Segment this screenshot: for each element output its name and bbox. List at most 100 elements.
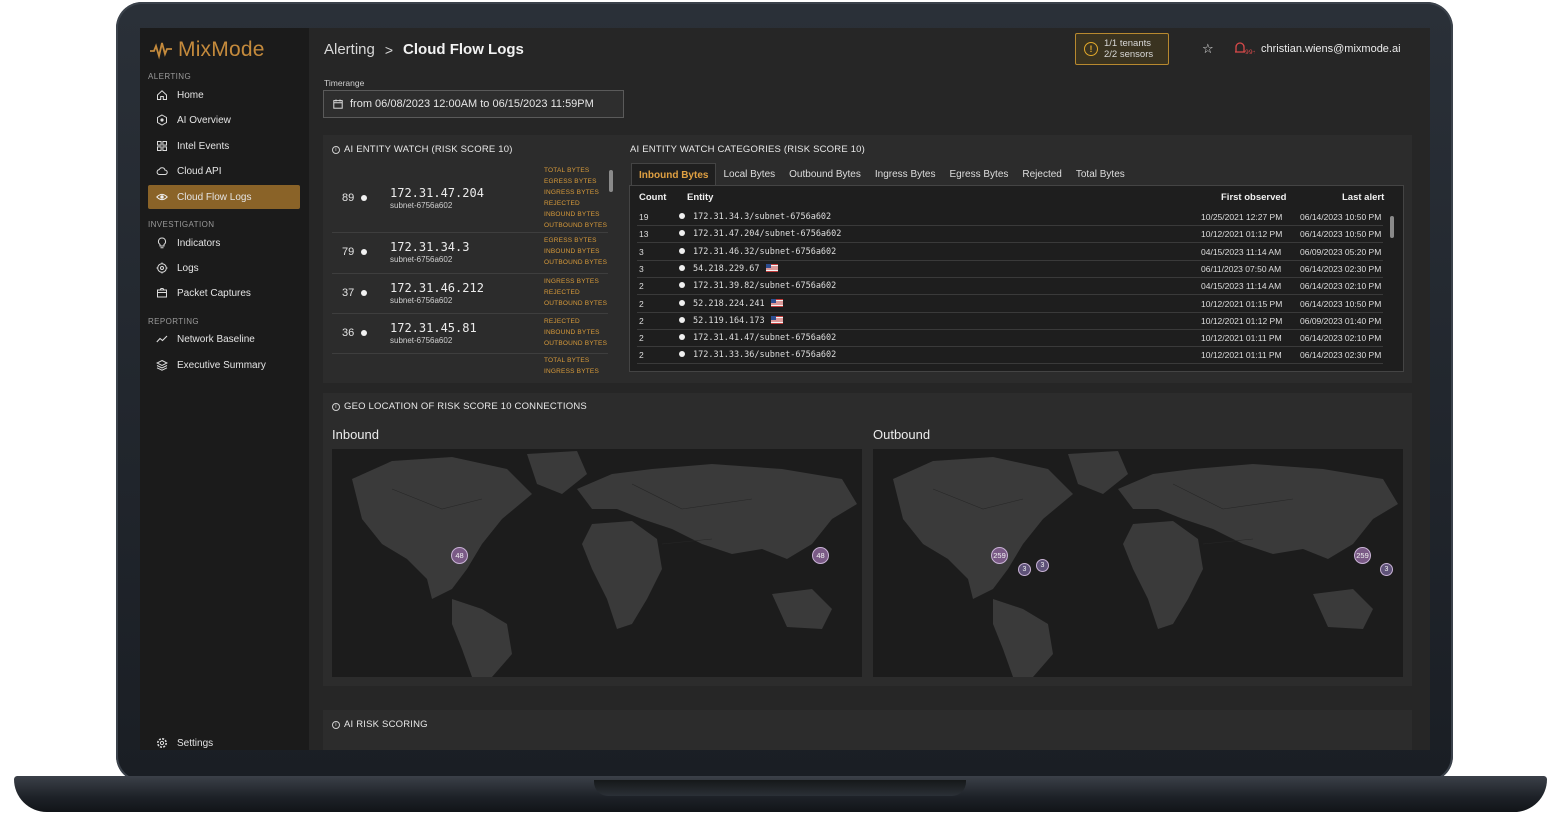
cell-entity[interactable]: 52.218.224.241 xyxy=(693,298,765,309)
tag: INBOUND BYTES xyxy=(544,248,600,255)
category-tags: REJECTED INBOUND BYTES OUTBOUND BYTES xyxy=(544,316,607,349)
category-tags: TOTAL BYTES EGRESS BYTES INGRESS BYTES R… xyxy=(544,165,607,231)
breadcrumb-alerting[interactable]: Alerting xyxy=(324,41,375,58)
cell-entity[interactable]: 54.218.229.67 xyxy=(693,263,760,274)
sidebar-item-label: Logs xyxy=(177,262,199,274)
tab-ingress-bytes[interactable]: Ingress Bytes xyxy=(874,168,936,180)
cell-entity[interactable]: 172.31.39.82/subnet-6756a602 xyxy=(693,281,837,292)
ai-icon xyxy=(156,114,168,126)
sidebar-item-logs[interactable]: Logs xyxy=(148,256,300,280)
category-tabs: Inbound Bytes Local Bytes Outbound Bytes… xyxy=(631,163,1132,186)
tab-total-bytes[interactable]: Total Bytes xyxy=(1075,168,1125,180)
map-cluster[interactable]: 259 xyxy=(1354,547,1371,564)
cell-first-observed: 10/12/2021 01:11 PM xyxy=(1201,350,1282,361)
cell-count: 2 xyxy=(639,281,644,292)
risk-scoring-title-text: AI RISK SCORING xyxy=(344,719,428,730)
inbound-map[interactable]: 48 48 xyxy=(332,449,862,677)
tag: REJECTED xyxy=(544,289,580,296)
notification-bell-icon[interactable]: 99+ xyxy=(1233,41,1255,55)
table-row[interactable]: 2 172.31.33.36/subnet-6756a602 10/12/2021 … xyxy=(637,346,1383,365)
risk-score: 89 xyxy=(342,192,355,204)
tab-outbound-bytes[interactable]: Outbound Bytes xyxy=(789,168,861,180)
trend-icon xyxy=(156,333,168,345)
tag: EGRESS BYTES xyxy=(544,237,597,244)
star-icon[interactable]: ☆ xyxy=(1202,41,1214,56)
cell-entity[interactable]: 172.31.33.36/subnet-6756a602 xyxy=(693,350,837,361)
laptop-notch xyxy=(594,780,966,796)
sidebar-item-label: Packet Captures xyxy=(177,287,251,299)
map-cluster[interactable]: 3 xyxy=(1018,563,1031,576)
sidebar-item-home[interactable]: Home xyxy=(148,83,300,107)
eye-icon xyxy=(156,191,168,203)
tag: OUTBOUND BYTES xyxy=(544,222,608,229)
list-item[interactable]: TOTAL BYTES INGRESS BYTES xyxy=(332,353,608,376)
cell-first-observed: 04/15/2023 11:14 AM xyxy=(1201,246,1282,257)
table-scrollbar[interactable] xyxy=(1390,216,1394,238)
logo[interactable]: MixMode xyxy=(150,38,265,62)
list-item[interactable]: 37 172.31.46.212 subnet-6756a602 INGRESS… xyxy=(332,273,608,314)
table-row[interactable]: 2 52.119.164.173 10/12/2021 01:12 PM 06/09/… xyxy=(637,312,1383,330)
sidebar-item-cloud-flow-logs[interactable]: Cloud Flow Logs xyxy=(148,185,300,209)
table-row[interactable]: 3 172.31.46.32/subnet-6756a602 04/15/2023 … xyxy=(637,243,1383,261)
cell-entity[interactable]: 172.31.47.204/subnet-6756a602 xyxy=(693,229,842,240)
entity-watch-scrollbar[interactable] xyxy=(609,170,613,192)
sidebar-item-packet-captures[interactable]: Packet Captures xyxy=(148,281,300,305)
user-email[interactable]: christian.wiens@mixmode.ai xyxy=(1261,43,1401,55)
tab-egress-bytes[interactable]: Egress Bytes xyxy=(949,168,1009,180)
entity-dot xyxy=(679,351,685,358)
entity-dot xyxy=(679,334,685,341)
cell-count: 2 xyxy=(639,333,644,344)
cell-first-observed: 10/25/2021 12:27 PM xyxy=(1201,212,1283,222)
table-row[interactable]: 2 52.218.224.241 10/12/2021 01:15 PM 06/14/… xyxy=(637,295,1383,313)
table-row[interactable]: 13 172.31.47.204/subnet-6756a602 10/12/202… xyxy=(637,225,1383,244)
column-header-first-observed[interactable]: First observed xyxy=(1221,192,1287,203)
table-row[interactable]: 2 172.31.39.82/subnet-6756a602 04/15/2023 … xyxy=(637,277,1383,296)
map-cluster[interactable]: 48 xyxy=(451,547,468,564)
section-reporting: REPORTING xyxy=(148,317,200,326)
table-row[interactable]: 19 172.31.34.3/subnet-6756a602 10/25/2021 … xyxy=(637,208,1383,226)
tab-inbound-bytes[interactable]: Inbound Bytes xyxy=(631,163,717,186)
entity-ip: 172.31.46.212 xyxy=(390,281,484,295)
sidebar-item-network-baseline[interactable]: Network Baseline xyxy=(148,327,300,351)
outbound-map[interactable]: 259 3 3 259 3 xyxy=(873,449,1403,677)
risk-scoring-title: i AI RISK SCORING xyxy=(332,719,428,730)
settings-icon xyxy=(156,737,168,749)
column-header-entity[interactable]: Entity xyxy=(687,192,714,203)
cell-entity[interactable]: 172.31.46.32/subnet-6756a602 xyxy=(693,246,837,257)
geo-title: i GEO LOCATION OF RISK SCORE 10 CONNECTI… xyxy=(332,401,587,412)
sidebar-item-indicators[interactable]: Indicators xyxy=(148,231,300,255)
cell-entity[interactable]: 172.31.41.47/subnet-6756a602 xyxy=(693,333,837,344)
risk-score: 37 xyxy=(342,287,355,299)
list-item[interactable]: 89 172.31.47.204 subnet-6756a602 TOTAL B… xyxy=(332,162,608,233)
sidebar-item-label: Intel Events xyxy=(177,140,230,152)
map-cluster[interactable]: 48 xyxy=(812,547,829,564)
map-cluster[interactable]: 3 xyxy=(1380,563,1393,576)
timerange-picker[interactable]: from 06/08/2023 12:00AM to 06/15/2023 11… xyxy=(323,90,624,118)
sidebar-item-label: Cloud API xyxy=(177,165,222,177)
list-item[interactable]: 36 172.31.45.81 subnet-6756a602 REJECTED… xyxy=(332,313,608,354)
cell-first-observed: 10/12/2021 01:11 PM xyxy=(1201,333,1282,344)
us-flag-icon xyxy=(770,298,783,307)
table-row[interactable]: 3 54.218.229.67 06/11/2023 07:50 AM 06/14/2… xyxy=(637,260,1383,278)
gear-cog-icon xyxy=(156,262,168,274)
tab-local-bytes[interactable]: Local Bytes xyxy=(723,168,776,180)
list-item[interactable]: 79 172.31.34.3 subnet-6756a602 EGRESS BY… xyxy=(332,232,608,274)
tab-rejected[interactable]: Rejected xyxy=(1022,168,1062,180)
column-header-last-alert[interactable]: Last alert xyxy=(1342,192,1385,203)
map-cluster[interactable]: 3 xyxy=(1036,559,1049,572)
sidebar-item-executive-summary[interactable]: Executive Summary xyxy=(148,353,300,377)
entity-subnet: subnet-6756a602 xyxy=(390,255,453,264)
map-cluster[interactable]: 259 xyxy=(991,547,1008,564)
tenant-sensor-status-button[interactable]: ! 1/1 tenants 2/2 sensors xyxy=(1075,33,1169,65)
sidebar-item-intel-events[interactable]: Intel Events xyxy=(148,134,300,158)
cell-entity[interactable]: 172.31.34.3/subnet-6756a602 xyxy=(693,212,832,222)
sidebar-item-ai-overview[interactable]: AI Overview xyxy=(148,108,300,132)
table-row[interactable]: 2 172.31.41.47/subnet-6756a602 10/12/2021 … xyxy=(637,329,1383,348)
cell-entity[interactable]: 52.119.164.173 xyxy=(693,315,765,326)
tag: OUTBOUND BYTES xyxy=(544,300,608,307)
entity-ip: 172.31.45.81 xyxy=(390,321,477,335)
categories-table: Count Entity First observed Last alert 1… xyxy=(629,185,1404,372)
column-header-count[interactable]: Count xyxy=(639,192,667,203)
sidebar-item-cloud-api[interactable]: Cloud API xyxy=(148,159,300,183)
sidebar-item-settings[interactable]: Settings xyxy=(148,731,300,750)
